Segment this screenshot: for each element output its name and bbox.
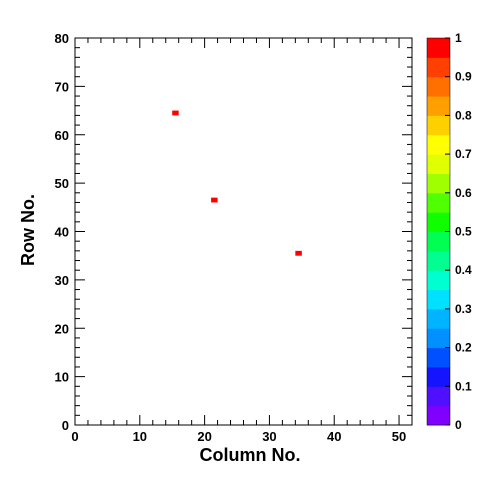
- y-axis-title: Row No.: [18, 194, 38, 266]
- colorbar-tick-label: 0.3: [455, 302, 472, 316]
- colorbar-tick-label: 0.8: [455, 108, 472, 122]
- colorbar-segment: [427, 154, 450, 174]
- colorbar-segment: [427, 212, 450, 232]
- colorbar-segment: [427, 96, 450, 116]
- x-tick-label: 30: [262, 429, 276, 444]
- colorbar-tick-label: 0.1: [455, 379, 472, 393]
- colorbar-tick-label: 0.7: [455, 147, 472, 161]
- colorbar-segment: [427, 347, 450, 368]
- colorbar-segment: [427, 38, 450, 58]
- colorbar-segment: [427, 289, 450, 310]
- x-axis-title: Column No.: [200, 445, 301, 465]
- heatmap-cell: [172, 110, 179, 116]
- colorbar-segment: [427, 250, 450, 271]
- colorbar-tick-label: 0.4: [455, 263, 472, 277]
- x-tick-label: 40: [327, 429, 341, 444]
- colorbar-tick-label: 1: [455, 31, 462, 45]
- colorbar: 0 0.1 0.2 0.3 0.4 0.5 0.6 0.7 0.8 0.9 1: [426, 31, 472, 432]
- colorbar-tick-label: 0.2: [455, 341, 472, 355]
- colorbar-tick-label: 0.9: [455, 70, 472, 84]
- x-tick-label: 20: [197, 429, 211, 444]
- x-tick-label: 50: [392, 429, 406, 444]
- colorbar-segment: [427, 173, 450, 194]
- y-tick-label: 20: [55, 321, 69, 336]
- y-tick-label: 40: [55, 225, 69, 240]
- heatmap-cell: [295, 250, 302, 256]
- colorbar-segment: [427, 192, 450, 213]
- heatmap-cell: [211, 197, 218, 203]
- y-tick-label: 10: [55, 370, 69, 385]
- colorbar-segment: [427, 115, 450, 136]
- colorbar-segment: [427, 76, 450, 97]
- y-tick-label: 60: [55, 128, 69, 143]
- colorbar-segment: [427, 405, 450, 426]
- y-tick-label: 30: [55, 273, 69, 288]
- colorbar-segment: [427, 270, 450, 291]
- colorbar-segment: [427, 386, 450, 407]
- x-tick-label: 0: [71, 429, 78, 444]
- plot-area: 0 10 20 30 40 50 0 10 20 30 40 50 60 70 80: [55, 31, 413, 444]
- colorbar-tick-label: 0.6: [455, 186, 472, 200]
- colorbar-segment: [427, 308, 450, 329]
- colorbar-tick-label: 0.5: [455, 225, 472, 239]
- y-tick-label: 80: [55, 31, 69, 46]
- colorbar-segment: [427, 366, 450, 387]
- colorbar-segment: [427, 328, 450, 349]
- colorbar-tick-label: 0: [455, 418, 462, 432]
- y-tick-label: 70: [55, 79, 69, 94]
- colorbar-segment: [427, 231, 450, 252]
- y-tick-label: 0: [62, 418, 69, 433]
- y-tick-label: 50: [55, 176, 69, 191]
- colorbar-segment: [427, 57, 450, 78]
- colorbar-segment: [427, 134, 450, 155]
- x-tick-label: 10: [133, 429, 147, 444]
